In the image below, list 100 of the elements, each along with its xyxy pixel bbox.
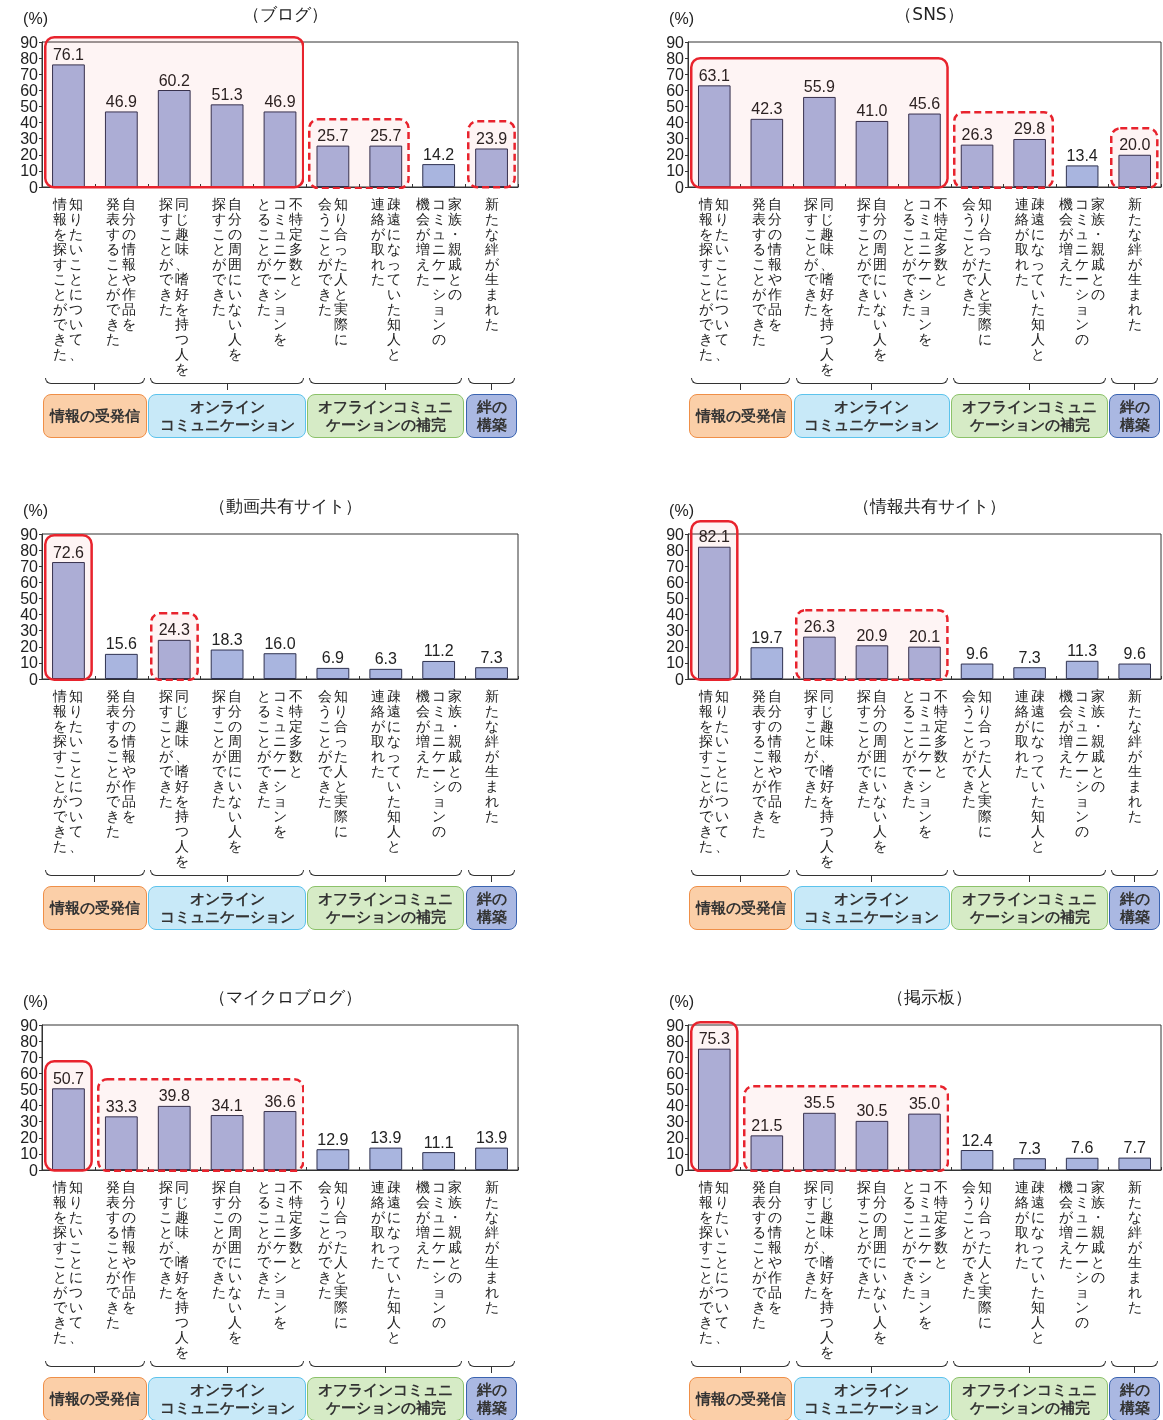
- category-label: 知りたいことについて、情報を探すことができた: [699, 688, 730, 854]
- bar: [157, 1105, 191, 1170]
- y-tick-label: 20: [666, 146, 685, 164]
- y-tick-label: 20: [20, 638, 39, 656]
- data-label: 35.0: [908, 1095, 941, 1113]
- data-label: 25.7: [317, 127, 349, 145]
- category-label: 自分の周囲にいない人を探すことができた: [856, 1179, 887, 1345]
- text: 情報の受発信: [695, 407, 786, 425]
- text: オンラインコミュニケーション: [804, 890, 940, 926]
- category-label: 不特定多数とコミュニケーションをとることができた: [257, 196, 303, 347]
- y-axis-title: (%): [23, 992, 48, 1010]
- category-label: 疎遠になっていた知人と連絡が取れた: [1014, 688, 1045, 854]
- y-tick-label: 50: [666, 97, 685, 115]
- category-label: 新たな絆が生まれた: [1127, 1179, 1142, 1315]
- y-tick-label: 80: [666, 49, 685, 67]
- bar: [1013, 667, 1046, 679]
- category-label: 不特定多数とコミュニケーションをとることができた: [901, 1179, 948, 1330]
- bar: [369, 668, 403, 679]
- category-label: 同じ趣味、嗜好を持つ人を探すことができた: [159, 196, 190, 377]
- category-label: 家族・親戚とのコミュニケーションの機会が増えた: [415, 1179, 462, 1330]
- y-tick-label: 0: [29, 178, 39, 196]
- bar: [316, 667, 350, 679]
- bar: [263, 111, 297, 187]
- y-tick-label: 20: [666, 1129, 685, 1147]
- data-label: 51.3: [211, 85, 243, 103]
- data-label: 11.3: [1067, 642, 1098, 660]
- y-axis-title: (%): [669, 992, 694, 1010]
- y-axis-title: (%): [669, 9, 694, 27]
- y-tick-label: 30: [666, 622, 685, 640]
- data-label: 35.5: [803, 1094, 836, 1112]
- category-label: 同じ趣味、嗜好を持つ人を探すことができた: [804, 1179, 835, 1360]
- category-label: 新たな絆が生まれた: [1127, 688, 1142, 824]
- category-label: 疎遠になっていた知人と連絡が取れた: [1014, 1179, 1045, 1345]
- y-tick-label: 40: [666, 114, 685, 132]
- category-label: 同じ趣味、嗜好を持つ人を探すことができた: [804, 196, 835, 377]
- y-tick-label: 30: [666, 1113, 685, 1131]
- category-label: 自分の周囲にいない人を探すことができた: [856, 196, 887, 362]
- bar: [210, 104, 244, 187]
- bar: [855, 120, 889, 187]
- data-label: 13.4: [1066, 146, 1098, 164]
- bar: [1065, 660, 1099, 679]
- text: 情報の受発信: [49, 1390, 140, 1408]
- y-tick-label: 20: [666, 638, 685, 656]
- text: 絆の構築: [476, 890, 507, 926]
- bar: [697, 85, 731, 187]
- y-tick-label: 70: [20, 65, 39, 83]
- category-label: 自分の周囲にいない人を探すことができた: [856, 688, 887, 854]
- y-tick-label: 0: [29, 670, 39, 688]
- bar: [52, 1088, 85, 1170]
- data-label: 34.1: [211, 1096, 243, 1114]
- y-tick-label: 50: [20, 589, 39, 607]
- category-label: 自分の情報や作品を発表することができた: [106, 1179, 137, 1330]
- bar: [1013, 138, 1046, 187]
- category-label: 知り合った人と実際に会うことができた: [962, 688, 993, 839]
- y-tick-label: 60: [20, 81, 39, 99]
- bar: [803, 636, 836, 679]
- text: オンラインコミュニケーション: [804, 1381, 940, 1417]
- y-tick-label: 0: [675, 178, 685, 196]
- y-tick-label: 70: [20, 557, 39, 575]
- y-tick-label: 50: [20, 1080, 39, 1098]
- data-label: 20.9: [856, 626, 888, 644]
- data-label: 14.2: [423, 145, 455, 163]
- data-label: 29.8: [1014, 120, 1046, 138]
- y-tick-label: 90: [666, 1016, 685, 1034]
- data-label: 20.1: [908, 628, 941, 646]
- y-tick-label: 80: [666, 541, 685, 559]
- y-tick-label: 0: [675, 1161, 685, 1179]
- bar: [210, 1115, 244, 1170]
- bar: [1118, 663, 1152, 679]
- y-tick-label: 90: [666, 525, 685, 543]
- data-label: 7.6: [1071, 1139, 1094, 1157]
- bar: [960, 1150, 994, 1170]
- data-label: 41.0: [856, 102, 888, 120]
- text: 情報の受発信: [49, 899, 140, 917]
- category-label: 不特定多数とコミュニケーションをとることができた: [257, 688, 303, 839]
- text: オフラインコミュニケーションの補完: [962, 1381, 1098, 1417]
- category-label: 自分の情報や作品を発表することができた: [751, 688, 782, 839]
- category-label: 知り合った人と実際に会うことができた: [962, 196, 993, 347]
- text: 絆の構築: [476, 398, 507, 434]
- bar: [369, 145, 403, 187]
- category-label: 知り合った人と実際に会うことができた: [317, 196, 348, 347]
- category-label: 同じ趣味、嗜好を持つ人を探すことができた: [804, 688, 835, 869]
- bar: [1065, 165, 1099, 187]
- data-label: 82.1: [698, 528, 730, 546]
- y-tick-label: 90: [20, 525, 39, 543]
- data-label: 26.3: [961, 126, 993, 144]
- chart-title: （掲示板）: [887, 986, 972, 1007]
- chart-title: （SNS）: [895, 3, 964, 24]
- bar: [104, 111, 138, 187]
- bar: [750, 1135, 784, 1170]
- y-tick-label: 10: [666, 162, 685, 180]
- data-label: 45.6: [908, 95, 941, 113]
- bar: [475, 1147, 508, 1170]
- data-label: 76.1: [52, 45, 85, 63]
- data-label: 13.9: [370, 1129, 402, 1147]
- category-label: 自分の情報や作品を発表することができた: [751, 196, 782, 347]
- bar: [855, 1120, 889, 1170]
- text: オフラインコミュニケーションの補完: [318, 398, 454, 434]
- data-label: 46.9: [105, 92, 138, 110]
- data-label: 60.2: [158, 71, 190, 89]
